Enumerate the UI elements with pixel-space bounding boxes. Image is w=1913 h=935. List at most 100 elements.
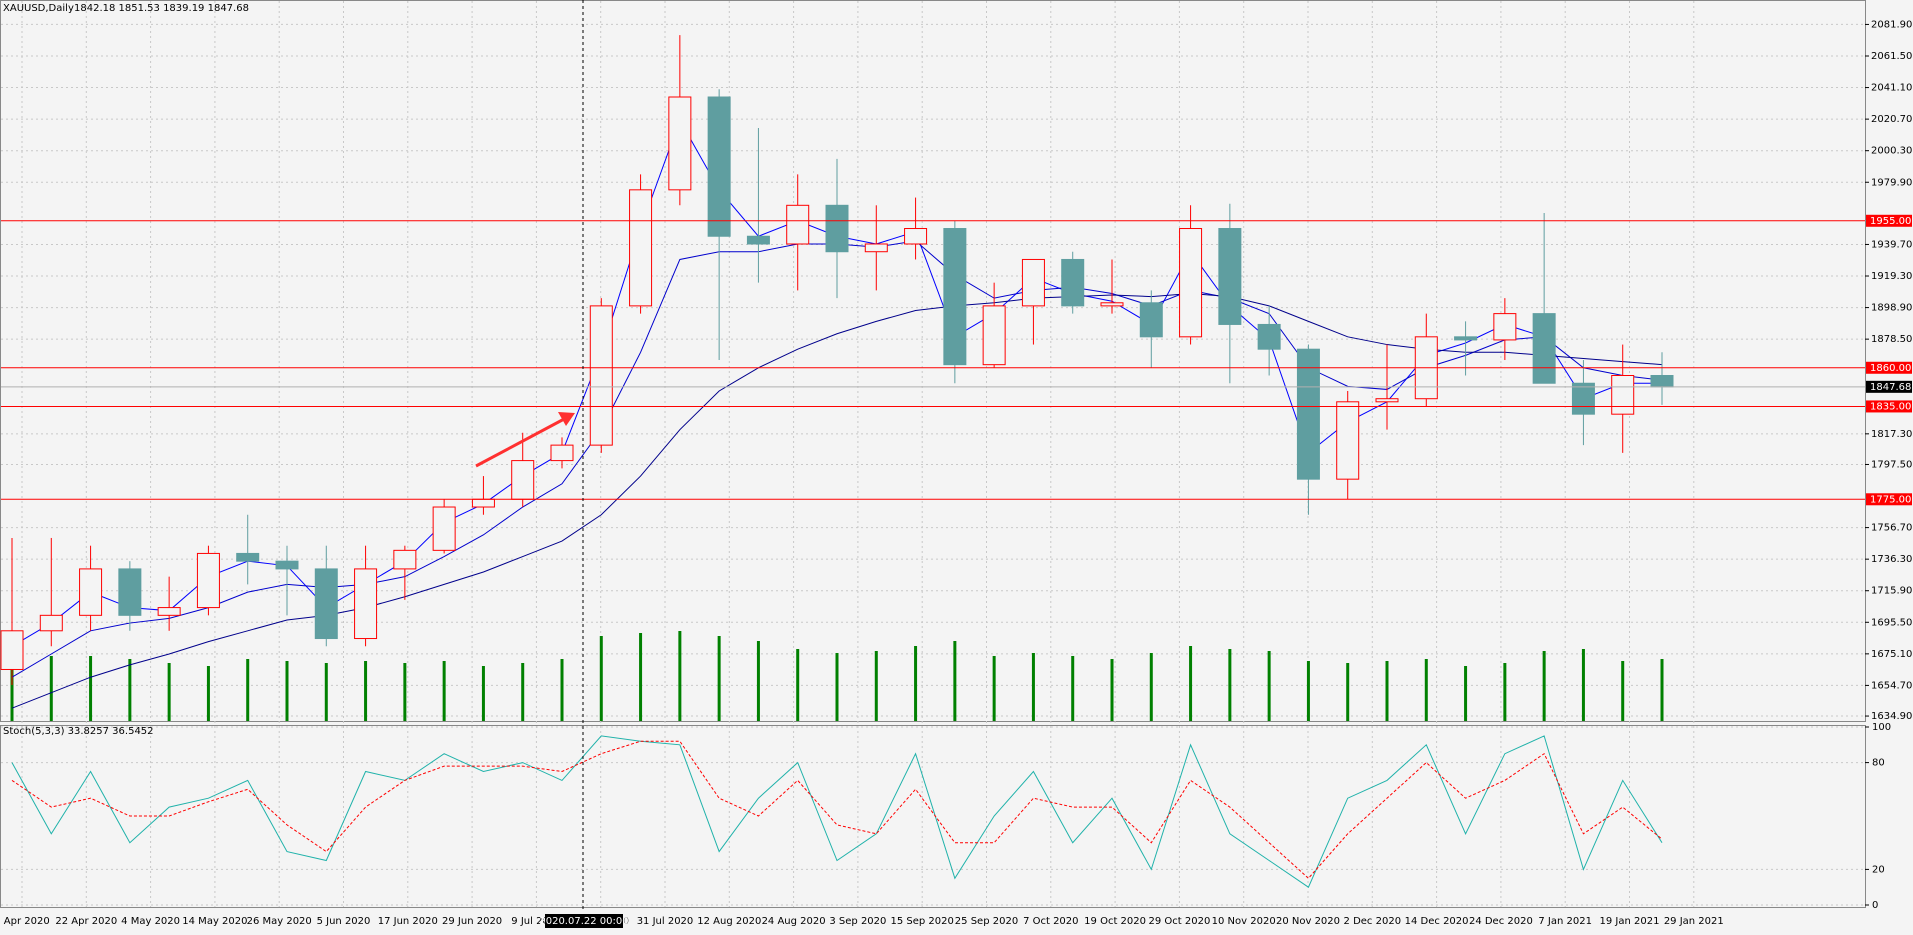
x-tick-label: 19 Oct 2020 [1084,916,1146,927]
volume-bar [1464,666,1468,721]
volume-bar [1149,653,1153,721]
level-label: 1955.00 [1870,216,1911,227]
y-tick-label: 1736.30 [1871,554,1912,565]
y-tick-label: 2020.70 [1871,114,1912,125]
ohlc-header: 1842.18 1851.53 1839.19 1847.68 [74,3,249,14]
x-tick-label: 4 May 2020 [121,916,180,927]
candle-body [1493,313,1517,341]
candle-body [1139,302,1163,338]
symbol-title: XAUUSD,Daily [3,3,74,14]
candle-body [236,552,260,562]
arrow-shaft [475,416,567,468]
volume-bar [1031,653,1035,721]
candle-body [314,568,338,640]
indicator-tick-label: 0 [1872,900,1878,911]
candle-body [157,607,181,616]
volume-bar [1071,656,1075,721]
volume-bar [442,661,446,721]
x-tick-label: 14 Dec 2020 [1405,916,1469,927]
x-tick-label: 7 Oct 2020 [1023,916,1078,927]
level-label-box [1866,214,1912,227]
candle-body [668,96,692,191]
volume-bar [49,656,53,721]
indicator-panel-frame [0,725,1866,908]
y-tick-label: 1878.50 [1871,334,1912,345]
plot [0,35,1865,888]
candle-body [943,228,967,366]
volume-bar [914,646,918,721]
volume-bar [481,666,485,721]
price-panel-frame [0,0,1866,722]
candle-body [393,549,417,570]
indicator-tick-label: 80 [1872,758,1885,769]
candle-body [196,552,220,609]
indicator-tick-label: 100 [1872,722,1891,733]
volume-bar [639,633,643,721]
x-tick-label: 29 Jun 2020 [442,916,502,927]
x-tick-label: 19 Jan 2021 [1600,916,1660,927]
y-tick-label: 1634.90 [1871,711,1912,722]
volume-bar [717,636,721,721]
candle-body [1571,382,1595,415]
candle-body [1454,336,1478,341]
candle-body [550,444,574,462]
level-label-box [1866,361,1912,374]
x-tick-label: 29 Jan 2021 [1664,916,1724,927]
volume-bar [521,663,525,721]
x-tick-label: 26 May 2020 [247,916,312,927]
candle-body [1375,398,1399,403]
candle-body [1061,258,1085,307]
x-tick-label: 17 Jun 2020 [378,916,438,927]
candle-body [825,204,849,253]
level-label-box [1866,400,1912,413]
candle-body [1532,313,1556,384]
x-tick-label: 31 Jul 2020 [637,916,694,927]
x-tick-label: 12 Aug 2020 [697,916,761,927]
volume-bar [1228,649,1232,721]
volume-bar [560,659,564,721]
volume-bar [206,666,210,721]
candle-body [1336,401,1360,480]
candle-body [1650,375,1674,388]
candle-body [354,568,378,640]
candle-body [275,560,299,570]
volume-bar [599,636,603,721]
candle-body [1179,228,1203,338]
candle-body [786,204,810,245]
candle-body [864,243,888,253]
level-label: 1860.00 [1870,363,1911,374]
y-tick-label: 2061.50 [1871,51,1912,62]
x-tick-label: 20 Nov 2020 [1276,916,1340,927]
y-tick-label: 1979.90 [1871,177,1912,188]
volume-bar [1306,661,1310,721]
volume-bar [874,651,878,721]
stochastic-line [11,740,1663,880]
x-tick-label: 22 Apr 2020 [55,916,117,927]
x-tick-label: 24 Dec 2020 [1469,916,1533,927]
stochastic-line [11,735,1663,888]
candle-body [589,305,613,446]
candle-body [1611,375,1635,415]
volume-bar [1503,663,1507,721]
volume-bar [403,663,407,721]
candle-body [707,96,731,237]
candle-body [982,305,1006,366]
candle-body [511,460,535,500]
candle-body [0,630,24,670]
x-tick-label: 15 Sep 2020 [891,916,954,927]
candle-body [471,498,495,508]
y-tick-label: 2041.10 [1871,83,1912,94]
volume-bar [1621,661,1625,721]
candle-body [629,189,653,307]
crosshair-label-box [545,914,623,928]
y-tick-label: 1898.90 [1871,303,1912,314]
candle-body [1218,228,1242,325]
x-tick-label: 9 Apr 2020 [0,916,50,927]
volume-bar [285,661,289,721]
volume-bar [1189,646,1193,721]
candle-body [118,568,142,616]
volume-bar [1346,663,1350,721]
